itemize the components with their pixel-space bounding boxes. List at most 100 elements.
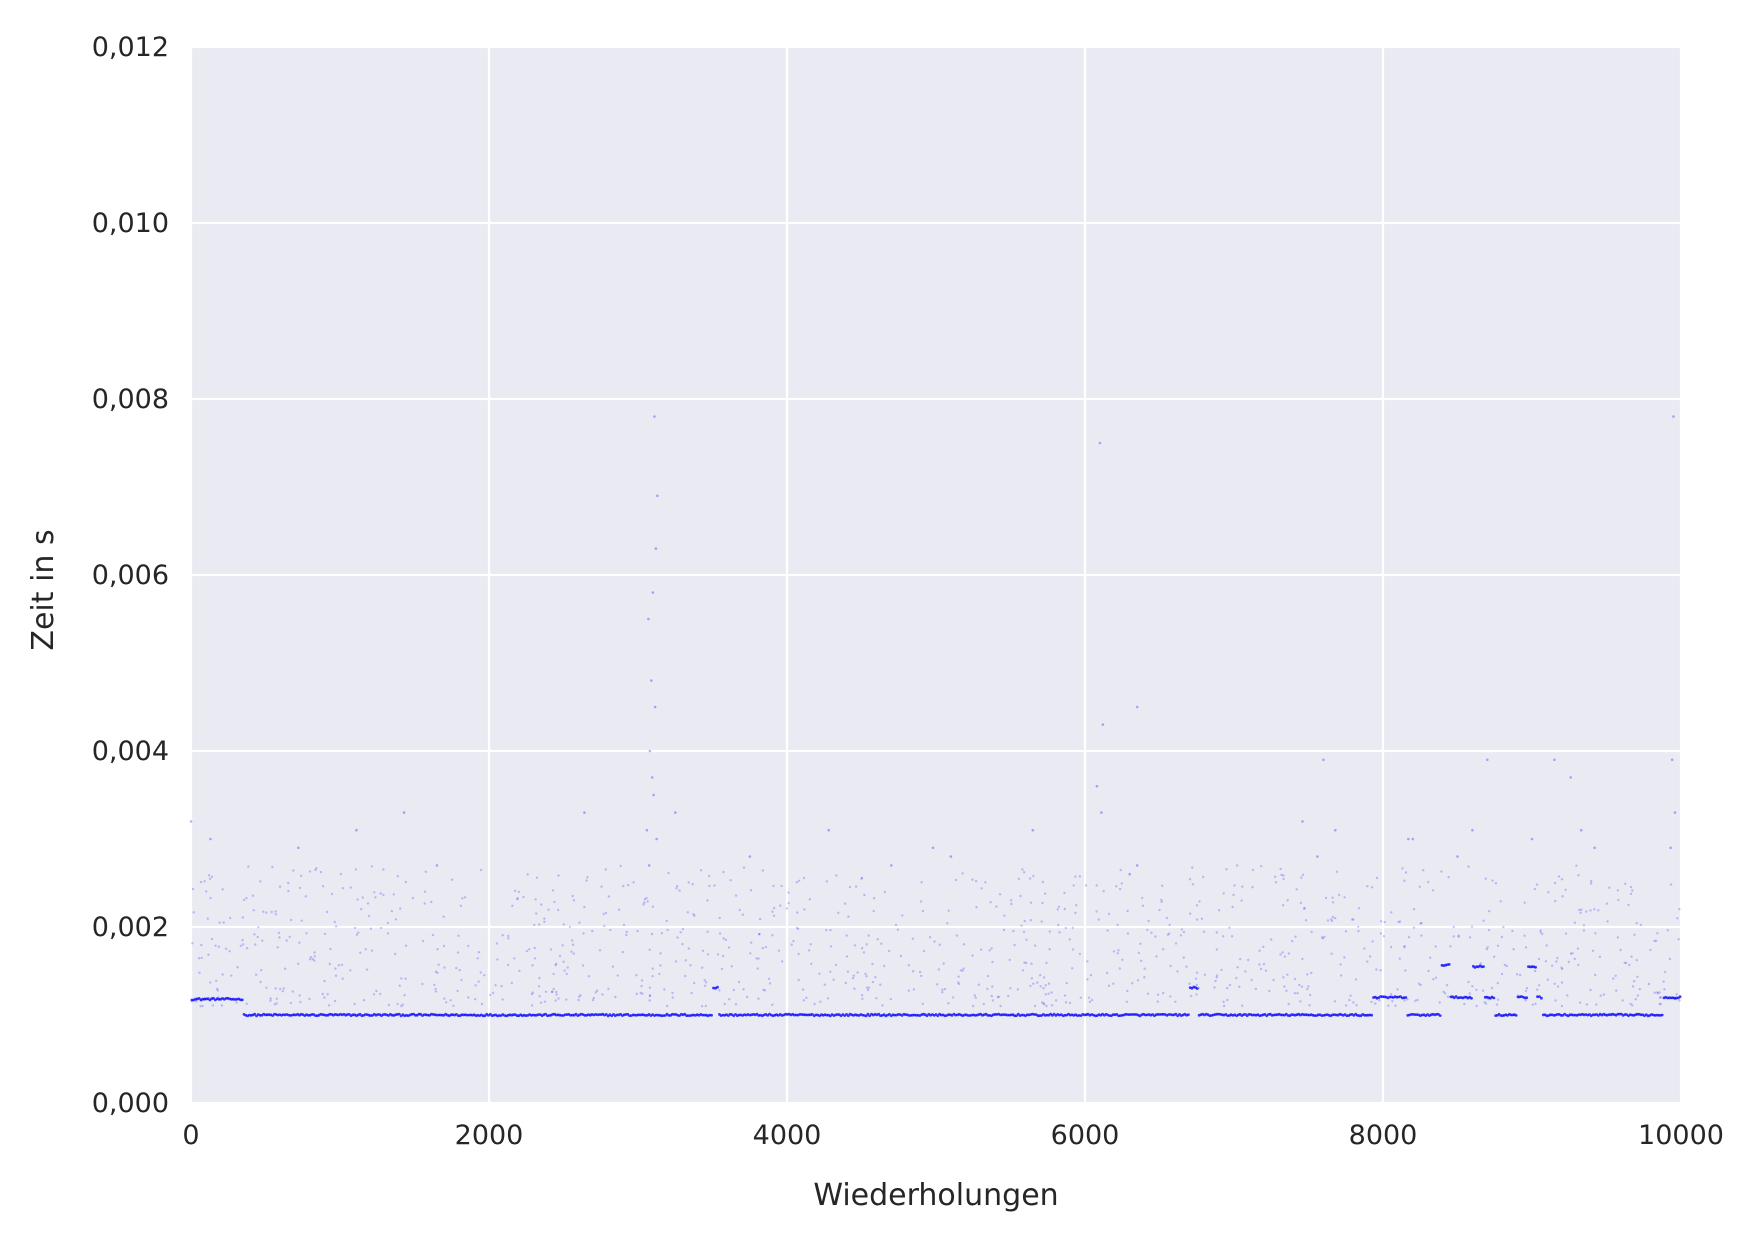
scatter-point bbox=[349, 886, 352, 889]
scatter-point bbox=[911, 970, 915, 973]
baseline-point bbox=[1492, 996, 1496, 1000]
scatter-point bbox=[767, 977, 771, 980]
scatter-point bbox=[1431, 889, 1435, 892]
scatter-point bbox=[674, 960, 678, 963]
scatter-point bbox=[360, 907, 363, 911]
scatter-point bbox=[191, 942, 194, 945]
scatter-point bbox=[1189, 912, 1192, 915]
scatter-point bbox=[562, 960, 565, 963]
scatter-point bbox=[1008, 958, 1011, 962]
scatter-point bbox=[663, 988, 666, 991]
scatter-point bbox=[643, 901, 646, 904]
scatter-point bbox=[947, 1002, 950, 1005]
scatter-point bbox=[1629, 892, 1633, 896]
scatter-point bbox=[474, 984, 477, 987]
scatter-point bbox=[552, 972, 555, 976]
scatter-point bbox=[807, 949, 811, 952]
scatter-point bbox=[501, 934, 504, 937]
scatter-point bbox=[1241, 1004, 1244, 1007]
scatter-point bbox=[208, 877, 212, 880]
scatter-point bbox=[1463, 1002, 1466, 1006]
scatter-point bbox=[1639, 923, 1643, 927]
scatter-point bbox=[912, 988, 916, 991]
scatter-point bbox=[287, 889, 290, 893]
scatter-point bbox=[1561, 895, 1564, 898]
scatter-point bbox=[476, 957, 479, 960]
scatter-point bbox=[198, 971, 201, 974]
scatter-point bbox=[611, 965, 615, 968]
scatter-point bbox=[1180, 928, 1184, 931]
scatter-point bbox=[501, 998, 504, 1001]
scatter-point bbox=[1058, 931, 1061, 934]
scatter-point bbox=[961, 969, 964, 972]
scatter-point bbox=[1659, 1002, 1663, 1006]
outlier-point bbox=[1316, 855, 1319, 858]
scatter-point bbox=[622, 884, 625, 888]
scatter-point bbox=[423, 890, 427, 893]
scatter-point bbox=[1465, 997, 1469, 1000]
scatter-point bbox=[328, 962, 331, 966]
scatter-point bbox=[1467, 865, 1470, 868]
scatter-point bbox=[1343, 956, 1346, 959]
scatter-point bbox=[990, 994, 993, 998]
scatter-point bbox=[1547, 891, 1550, 894]
scatter-point bbox=[861, 997, 864, 1000]
scatter-point bbox=[1230, 935, 1234, 938]
scatter-point bbox=[242, 898, 246, 902]
scatter-point bbox=[194, 1000, 198, 1003]
scatter-point bbox=[1457, 935, 1460, 938]
scatter-point bbox=[1658, 991, 1661, 994]
scatter-point bbox=[1575, 864, 1578, 867]
scatter-point bbox=[1370, 1000, 1373, 1004]
scatter-point bbox=[434, 990, 438, 993]
scatter-point bbox=[1241, 885, 1244, 888]
scatter-point bbox=[880, 942, 883, 945]
scatter-point bbox=[1222, 1004, 1226, 1008]
scatter-point bbox=[1155, 955, 1158, 958]
scatter-point bbox=[1147, 919, 1150, 923]
scatter-point bbox=[1541, 932, 1544, 936]
scatter-point bbox=[1617, 898, 1620, 902]
scatter-point bbox=[195, 999, 198, 1002]
scatter-point bbox=[269, 999, 272, 1002]
scatter-point bbox=[200, 999, 203, 1002]
scatter-point bbox=[977, 983, 980, 986]
scatter-point bbox=[1282, 874, 1285, 877]
scatter-point bbox=[750, 941, 753, 944]
scatter-point bbox=[423, 902, 426, 905]
scatter-point bbox=[421, 939, 425, 943]
scatter-point bbox=[718, 932, 722, 935]
scatter-point bbox=[547, 908, 550, 911]
scatter-point bbox=[997, 995, 1001, 999]
scatter-point bbox=[1016, 988, 1019, 991]
scatter-point bbox=[734, 1003, 738, 1006]
scatter-point bbox=[252, 909, 255, 912]
scatter-point bbox=[572, 952, 575, 955]
scatter-point bbox=[265, 986, 268, 989]
scatter-point bbox=[922, 949, 926, 953]
scatter-point bbox=[552, 987, 555, 991]
scatter-point bbox=[1045, 1004, 1048, 1008]
scatter-point bbox=[217, 996, 220, 999]
outlier-point bbox=[1135, 864, 1139, 867]
scatter-point bbox=[1569, 952, 1573, 955]
scatter-point bbox=[1669, 883, 1673, 886]
scatter-point bbox=[1567, 960, 1571, 964]
outlier-point bbox=[1135, 705, 1139, 709]
scatter-point bbox=[1044, 892, 1047, 895]
scatter-point bbox=[1371, 940, 1374, 943]
scatter-point bbox=[860, 994, 864, 997]
scatter-point bbox=[1401, 867, 1404, 870]
scatter-point bbox=[666, 928, 669, 932]
scatter-point bbox=[467, 996, 470, 999]
scatter-point bbox=[1309, 993, 1312, 997]
scatter-point bbox=[382, 868, 385, 871]
scatter-point bbox=[755, 957, 758, 960]
scatter-point bbox=[281, 990, 284, 993]
scatter-point bbox=[1537, 957, 1541, 961]
scatter-point bbox=[1294, 935, 1297, 938]
scatter-point bbox=[1577, 874, 1580, 877]
scatter-point bbox=[530, 992, 534, 996]
scatter-point bbox=[684, 974, 687, 978]
scatter-point bbox=[790, 943, 793, 946]
